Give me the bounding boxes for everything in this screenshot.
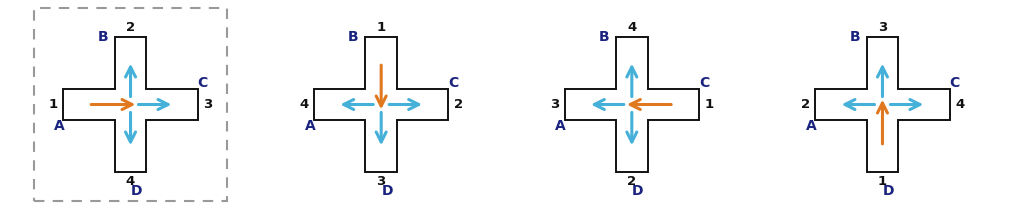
Text: 4: 4: [627, 21, 636, 34]
Text: A: A: [806, 119, 816, 133]
Text: 1: 1: [878, 175, 887, 188]
Text: B: B: [850, 30, 860, 44]
Text: 1: 1: [377, 21, 386, 34]
Text: A: A: [54, 119, 65, 133]
Text: B: B: [599, 30, 610, 44]
Polygon shape: [314, 37, 449, 172]
Text: B: B: [97, 30, 108, 44]
Text: 3: 3: [203, 98, 213, 111]
Text: 3: 3: [878, 21, 887, 34]
Text: C: C: [198, 76, 208, 90]
Text: 4: 4: [126, 175, 135, 188]
Text: 2: 2: [126, 21, 135, 34]
Text: 3: 3: [550, 98, 559, 111]
Text: A: A: [305, 119, 315, 133]
Text: 1: 1: [49, 98, 58, 111]
Text: D: D: [131, 185, 142, 199]
Text: A: A: [555, 119, 566, 133]
Polygon shape: [564, 37, 699, 172]
Text: D: D: [381, 185, 393, 199]
Text: D: D: [882, 185, 894, 199]
Text: D: D: [632, 185, 643, 199]
Polygon shape: [815, 37, 950, 172]
Text: 1: 1: [704, 98, 713, 111]
Text: 4: 4: [300, 98, 309, 111]
Polygon shape: [63, 37, 198, 172]
Text: C: C: [949, 76, 959, 90]
Text: 2: 2: [801, 98, 810, 111]
Text: 3: 3: [377, 175, 386, 188]
Text: 4: 4: [955, 98, 964, 111]
Text: B: B: [348, 30, 359, 44]
Text: C: C: [448, 76, 459, 90]
Text: 2: 2: [454, 98, 463, 111]
Text: C: C: [699, 76, 709, 90]
Text: 2: 2: [627, 175, 636, 188]
